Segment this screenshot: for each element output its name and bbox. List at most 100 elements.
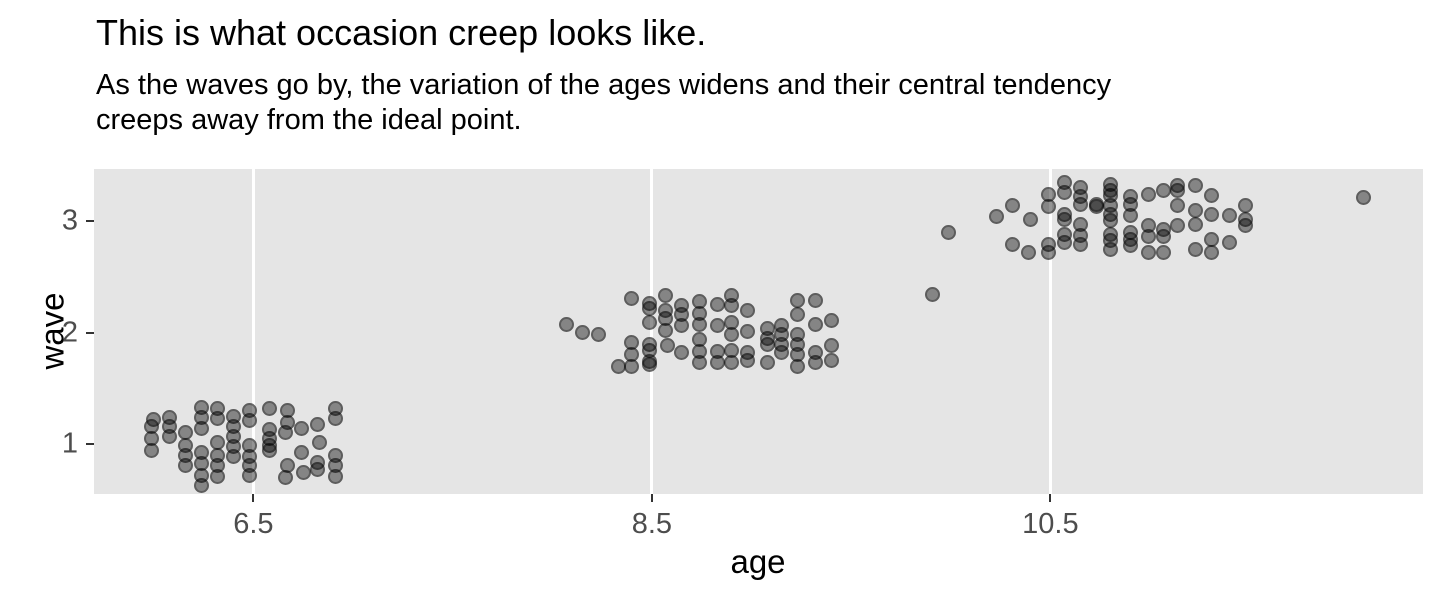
data-point [1102, 212, 1118, 228]
gridline [251, 169, 255, 494]
data-point [1170, 218, 1186, 234]
data-point [574, 325, 590, 341]
data-point [144, 443, 160, 459]
data-point [692, 317, 708, 333]
data-point [178, 457, 194, 473]
data-point [1056, 211, 1072, 227]
data-point [823, 352, 839, 368]
x-tick-mark [1049, 494, 1052, 502]
data-point [327, 410, 343, 426]
data-point [773, 345, 789, 361]
gridline [1048, 169, 1052, 494]
data-point [1170, 198, 1186, 214]
x-tick-label: 6.5 [233, 508, 274, 540]
data-point [1188, 217, 1204, 233]
gridline [650, 169, 654, 494]
data-point [710, 297, 726, 313]
data-point [989, 209, 1005, 225]
data-point [590, 327, 606, 343]
data-point [194, 477, 210, 493]
data-point [277, 425, 293, 441]
data-point [724, 298, 740, 314]
data-point [1122, 238, 1138, 254]
data-point [823, 338, 839, 354]
data-point [1140, 244, 1156, 260]
data-point [642, 357, 658, 373]
data-point [807, 355, 823, 371]
data-point [277, 469, 293, 485]
data-point [1056, 234, 1072, 250]
data-point [724, 355, 740, 371]
data-point [558, 317, 574, 333]
data-point [789, 292, 805, 308]
data-point [293, 445, 309, 461]
data-point [710, 355, 726, 371]
data-point [1122, 208, 1138, 224]
y-tick-label: 1 [61, 427, 78, 460]
data-point [1170, 182, 1186, 198]
data-point [610, 358, 626, 374]
data-point [624, 358, 640, 374]
data-point [1005, 237, 1021, 253]
data-point [642, 300, 658, 316]
data-point [194, 420, 210, 436]
data-point [807, 292, 823, 308]
data-point [1204, 207, 1220, 223]
data-point [1222, 208, 1238, 224]
data-point [1188, 241, 1204, 257]
x-tick-mark [252, 494, 255, 502]
data-point [740, 352, 756, 368]
chart-subtitle: As the waves go by, the variation of the… [96, 69, 1112, 136]
data-point [1072, 197, 1088, 213]
x-axis-title: age [730, 543, 786, 580]
y-tick-label: 3 [61, 204, 78, 237]
data-point [789, 307, 805, 323]
data-point [309, 462, 325, 477]
y-tick-mark [86, 220, 94, 223]
data-point [674, 345, 690, 361]
data-point [1022, 211, 1038, 227]
data-point [710, 318, 726, 334]
data-point [241, 413, 257, 429]
data-point [1072, 237, 1088, 253]
x-tick-label: 10.5 [1022, 508, 1079, 540]
data-point [210, 468, 226, 484]
data-point [1156, 229, 1172, 245]
data-point [658, 288, 674, 304]
data-point [309, 417, 325, 433]
data-point [162, 428, 178, 444]
data-point [295, 465, 311, 481]
data-point [1156, 182, 1172, 198]
y-tick-mark [86, 331, 94, 334]
data-point [740, 324, 756, 339]
data-point [674, 318, 690, 334]
data-point [146, 411, 162, 427]
data-point [759, 355, 775, 371]
plot-panel [94, 169, 1423, 494]
data-point [1238, 218, 1254, 234]
data-point [823, 312, 839, 328]
data-point [925, 287, 941, 303]
chart-title: This is what occasion creep looks like. [96, 12, 707, 53]
data-point [740, 302, 756, 318]
data-point [1140, 187, 1156, 203]
data-point [1040, 199, 1056, 215]
data-point [1056, 184, 1072, 200]
data-point [210, 410, 226, 426]
data-point [261, 443, 277, 459]
data-point [692, 355, 708, 371]
data-point [293, 420, 309, 436]
data-point [1156, 244, 1172, 260]
data-point [658, 322, 674, 338]
data-point [759, 337, 775, 353]
data-point [1140, 229, 1156, 245]
data-point [1088, 199, 1104, 215]
data-point [789, 358, 805, 374]
data-point [1204, 188, 1220, 204]
data-point [1040, 244, 1056, 260]
data-point [1222, 234, 1238, 250]
data-point [1005, 198, 1021, 214]
data-point [724, 327, 740, 343]
data-point [1188, 178, 1204, 194]
data-point [311, 435, 327, 451]
